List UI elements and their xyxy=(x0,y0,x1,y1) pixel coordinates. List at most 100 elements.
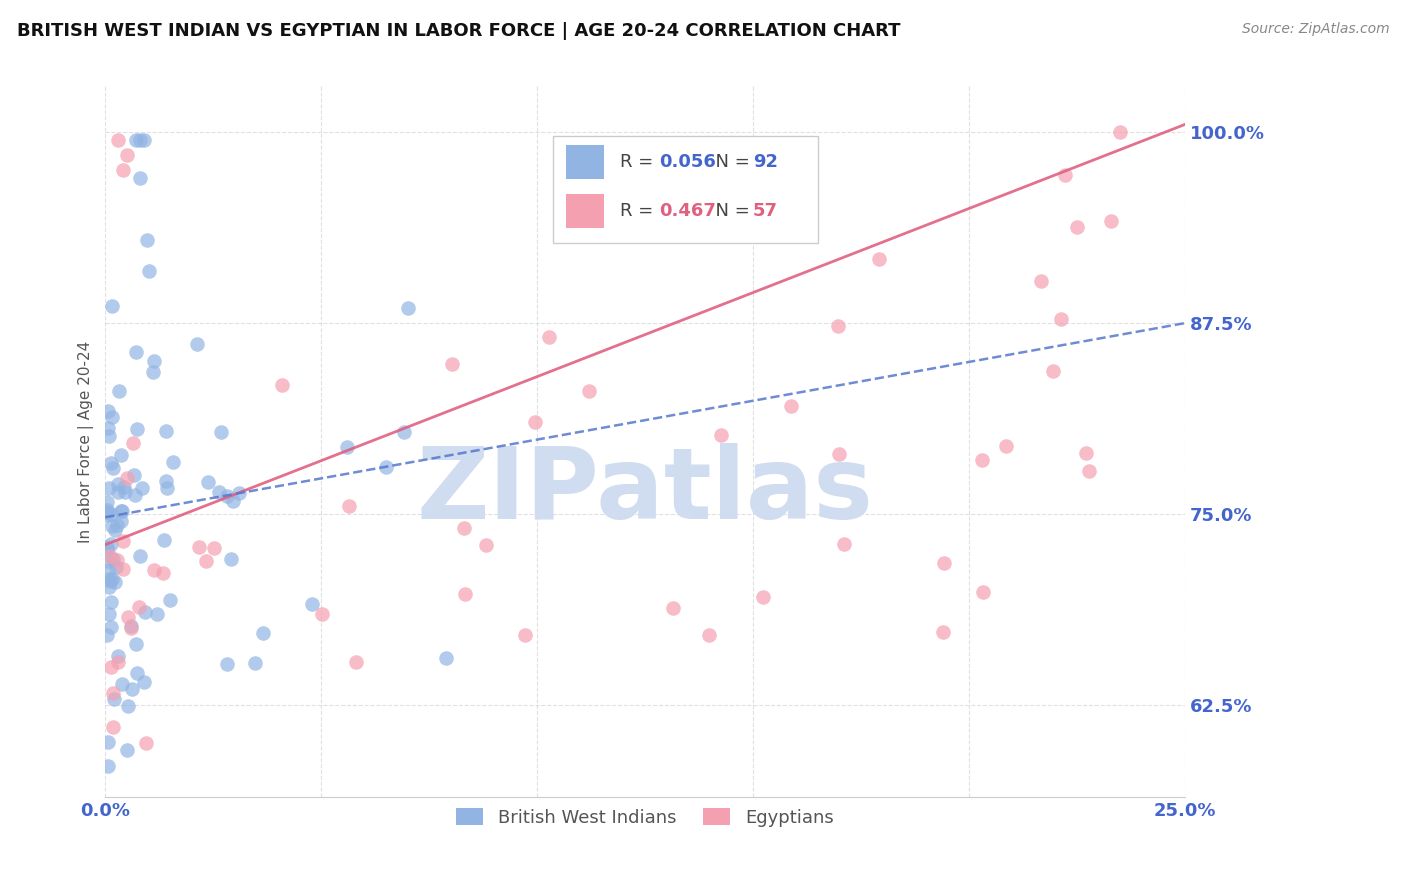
Point xyxy=(221,493,243,508)
Point xyxy=(454,586,477,600)
Point xyxy=(96,508,118,522)
Point xyxy=(111,163,134,178)
Point xyxy=(103,692,125,706)
Point xyxy=(311,607,333,622)
Point xyxy=(710,428,733,442)
Point xyxy=(1029,274,1052,288)
Point xyxy=(97,572,120,586)
Point xyxy=(100,299,122,313)
Point xyxy=(434,651,457,665)
Point xyxy=(162,455,184,469)
Text: N =: N = xyxy=(704,153,756,170)
Point xyxy=(122,435,145,450)
Point xyxy=(104,575,127,590)
Point xyxy=(134,675,156,690)
Point xyxy=(125,421,148,435)
Point xyxy=(101,720,124,734)
Point xyxy=(115,148,138,162)
Point xyxy=(868,252,890,266)
Point xyxy=(1053,168,1076,182)
Text: 57: 57 xyxy=(752,202,778,219)
Text: Source: ZipAtlas.com: Source: ZipAtlas.com xyxy=(1241,22,1389,37)
Point xyxy=(96,503,118,517)
Point xyxy=(97,759,120,773)
Point xyxy=(207,485,229,500)
Point xyxy=(100,660,122,674)
Point xyxy=(117,610,139,624)
Point xyxy=(107,133,129,147)
Point xyxy=(104,559,127,574)
Point xyxy=(142,354,165,368)
Text: N =: N = xyxy=(704,202,756,219)
Point xyxy=(101,573,124,587)
Point xyxy=(97,563,120,577)
Point xyxy=(187,540,209,554)
Point xyxy=(301,597,323,611)
Point xyxy=(104,524,127,538)
Point xyxy=(96,540,118,554)
Point xyxy=(195,553,218,567)
Point xyxy=(112,480,135,494)
Point xyxy=(197,475,219,489)
Point xyxy=(662,600,685,615)
Point xyxy=(538,330,561,344)
Point xyxy=(134,605,156,619)
Point xyxy=(932,624,955,639)
Point xyxy=(1108,125,1130,139)
Point xyxy=(932,556,955,570)
Point xyxy=(202,541,225,555)
Point xyxy=(453,520,475,534)
Point xyxy=(96,495,118,509)
Point xyxy=(1099,214,1122,228)
Point xyxy=(396,301,419,315)
Point xyxy=(98,580,121,594)
Point xyxy=(98,549,121,563)
Point xyxy=(115,742,138,756)
Point xyxy=(779,399,801,413)
Point xyxy=(524,416,547,430)
Point xyxy=(129,133,152,147)
Point xyxy=(475,538,498,552)
Point xyxy=(96,541,118,556)
Point xyxy=(100,537,122,551)
Point xyxy=(100,456,122,470)
Point xyxy=(108,384,131,398)
Point xyxy=(128,600,150,615)
Point xyxy=(103,686,125,700)
Point xyxy=(97,428,120,442)
Point xyxy=(105,553,128,567)
Point xyxy=(336,440,359,454)
Point xyxy=(125,636,148,650)
Point xyxy=(972,585,994,599)
Point xyxy=(337,499,360,513)
Point xyxy=(827,319,849,334)
Y-axis label: In Labor Force | Age 20-24: In Labor Force | Age 20-24 xyxy=(79,341,94,542)
Point xyxy=(110,677,132,691)
Point xyxy=(112,533,135,548)
FancyBboxPatch shape xyxy=(553,136,818,243)
Point xyxy=(101,460,124,475)
Text: ZIPatlas: ZIPatlas xyxy=(416,442,873,540)
Point xyxy=(155,424,177,438)
Point xyxy=(111,503,134,517)
Point xyxy=(105,517,128,532)
Point xyxy=(98,481,121,495)
Point xyxy=(135,233,157,247)
Point xyxy=(152,566,174,581)
Point xyxy=(1066,220,1088,235)
Point xyxy=(152,533,174,548)
Point xyxy=(96,628,118,642)
FancyBboxPatch shape xyxy=(567,194,605,227)
Point xyxy=(578,384,600,399)
Point xyxy=(995,439,1018,453)
Point xyxy=(138,264,160,278)
Point xyxy=(1077,464,1099,478)
Point xyxy=(143,563,166,577)
Point xyxy=(101,518,124,533)
Point xyxy=(98,574,121,589)
Point xyxy=(103,552,125,566)
Point xyxy=(125,666,148,681)
Point xyxy=(228,486,250,500)
Point xyxy=(107,484,129,499)
Point xyxy=(751,590,773,604)
